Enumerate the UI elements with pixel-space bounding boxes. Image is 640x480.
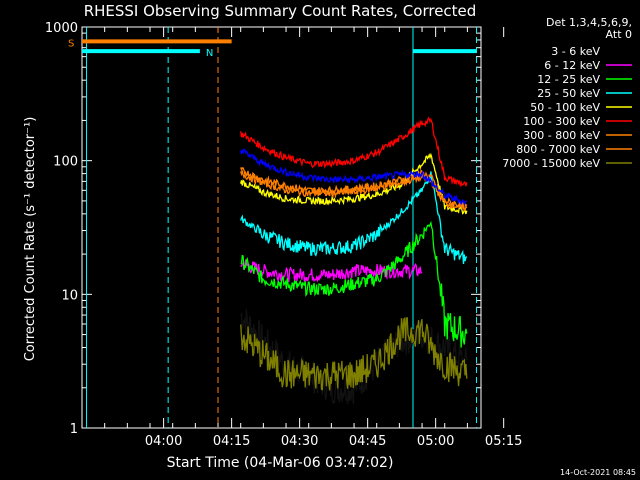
legend-entry-label: 7000 - 15000 keV [502, 157, 600, 170]
legend-entry-label: 800 - 7000 keV [516, 143, 600, 156]
legend-entry-label: 100 - 300 keV [523, 115, 600, 128]
legend-entry-label: 6 - 12 keV [544, 59, 600, 72]
series-line-1 [240, 258, 423, 283]
marker-label: S [68, 38, 74, 49]
x-tick-label: 04:00 [145, 434, 182, 449]
series-line-8 [240, 316, 468, 391]
x-axis-label: Start Time (04-Mar-06 03:47:02) [167, 455, 394, 471]
y-tick-label: 10 [61, 288, 78, 303]
y-tick-label: 1 [70, 422, 78, 437]
marker-label: N [206, 48, 213, 59]
y-axis-label: Corrected Count Rate (s⁻¹ detector⁻¹) [23, 117, 38, 362]
legend-entry-label: 50 - 100 keV [530, 101, 600, 114]
y-tick-label: 100 [53, 155, 78, 170]
series-line-0 [240, 309, 468, 405]
legend-header-line-2: Att 0 [606, 28, 632, 41]
y-tick-label: 1000 [45, 21, 78, 36]
series-line-5 [240, 116, 468, 188]
legend-entry-label: 3 - 6 keV [551, 45, 600, 58]
x-tick-label: 05:00 [417, 434, 454, 449]
series-line-9 [240, 148, 468, 207]
footer-date: 14-Oct-2021 08:45 [560, 468, 636, 477]
legend-entry-label: 25 - 50 keV [537, 87, 600, 100]
plot-frame [81, 26, 482, 429]
chart-title: RHESSI Observing Summary Count Rates, Co… [84, 2, 477, 20]
series-line-2 [240, 220, 468, 348]
x-tick-label: 05:15 [485, 434, 522, 449]
legend-entry-label: 12 - 25 keV [537, 73, 600, 86]
x-tick-label: 04:30 [281, 434, 318, 449]
legend-header-line-1: Det 1,3,4,5,6,9, [546, 16, 632, 29]
x-tick-label: 04:45 [349, 434, 386, 449]
x-tick-label: 04:15 [213, 434, 250, 449]
series-line-4 [240, 152, 468, 215]
legend-entry-label: 300 - 800 keV [523, 129, 600, 142]
